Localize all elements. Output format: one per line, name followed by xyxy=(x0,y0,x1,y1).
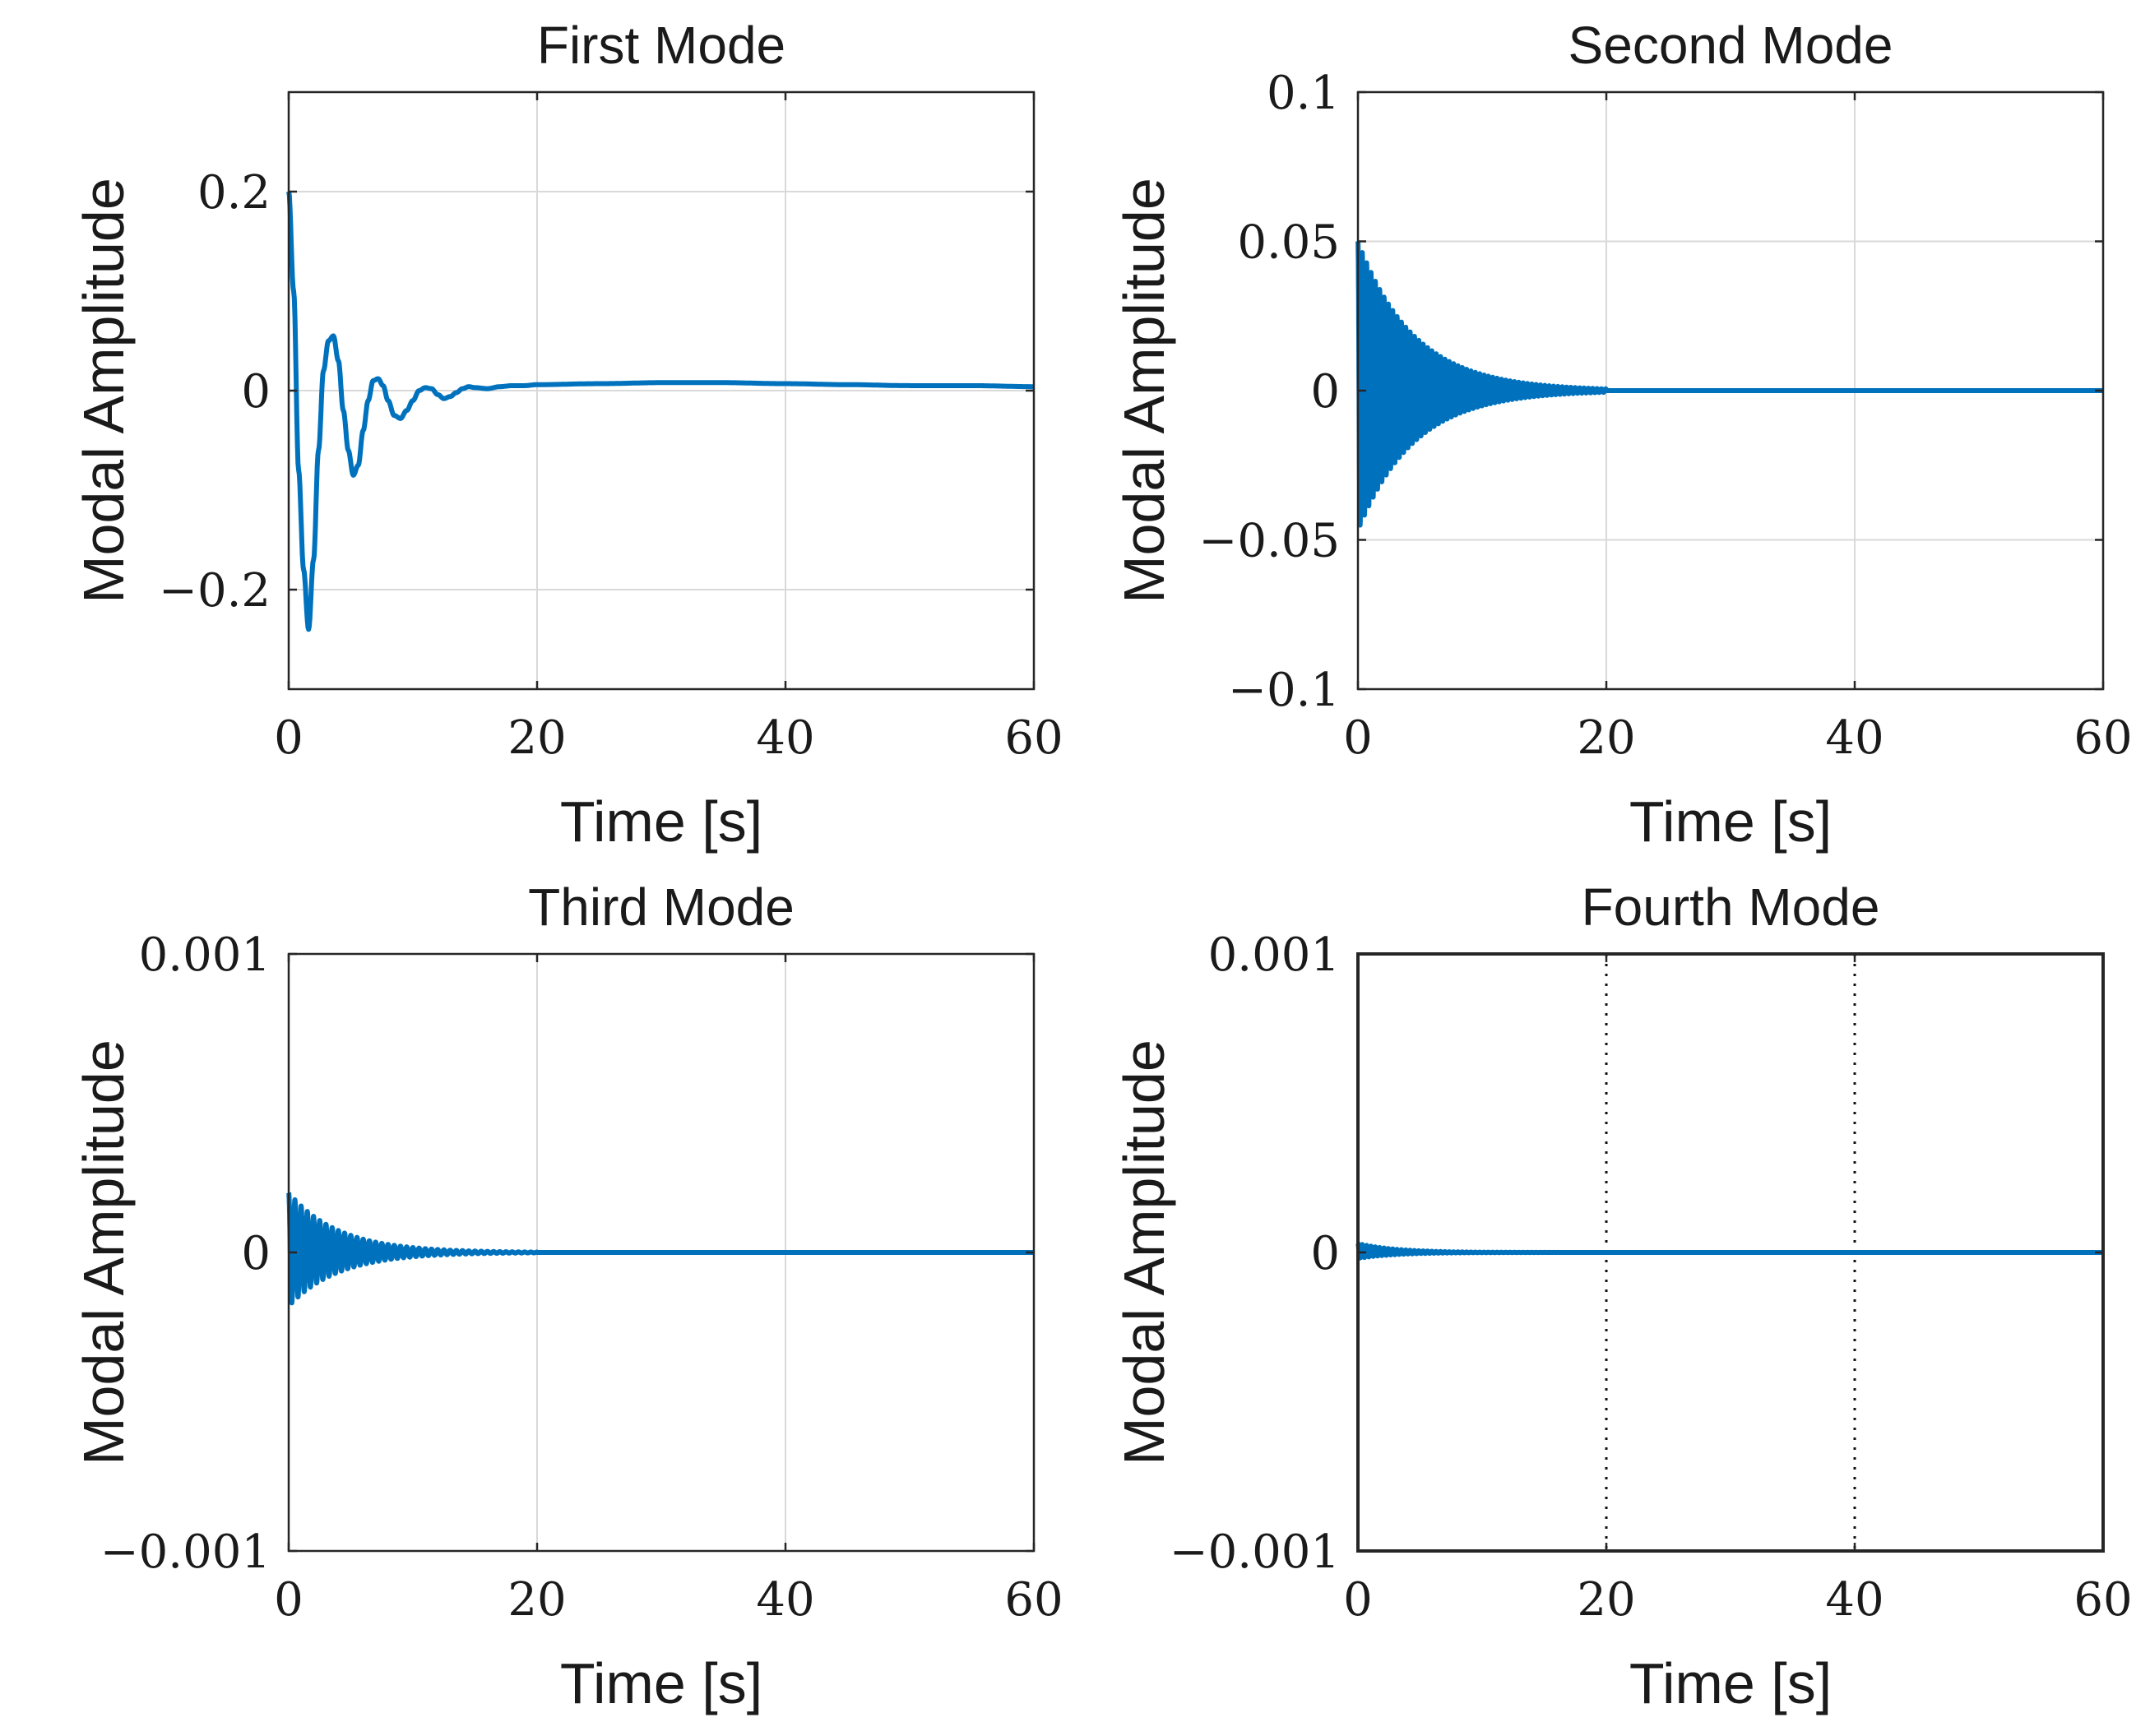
fourth-mode-x-tick-label: 60 xyxy=(2074,1573,2132,1627)
first-mode-y-tick-label: 0.2 xyxy=(197,166,271,220)
fourth-mode-series-line xyxy=(1358,1243,2103,1258)
third-mode-x-tick-label: 0 xyxy=(274,1573,304,1627)
second-mode-x-tick-label: 40 xyxy=(1825,711,1884,765)
second-mode-y-tick-label: −0.05 xyxy=(1198,515,1340,568)
first-mode-series-line xyxy=(289,192,1034,629)
fourth-mode-y-axis-label: Modal Amplitude xyxy=(1112,1039,1176,1465)
fourth-mode-x-tick-label: 20 xyxy=(1577,1573,1635,1627)
second-mode-y-axis-label: Modal Amplitude xyxy=(1112,178,1176,604)
fourth-mode-x-tick-label: 0 xyxy=(1343,1573,1373,1627)
first-mode-y-tick-label: −0.2 xyxy=(159,564,271,618)
first-mode-y-axis-label: Modal Amplitude xyxy=(72,178,136,604)
first-mode-chart: 0 20 40 60 −0.2 0 0.2 First Mode Time [s] Modal A… xyxy=(72,16,1063,854)
second-mode-x-axis-label: Time [s] xyxy=(1629,789,1832,854)
fourth-mode-y-tick-label: 0.001 xyxy=(1208,928,1340,982)
third-mode-x-tick-label: 40 xyxy=(756,1573,814,1627)
second-mode-y-tick-label: −0.1 xyxy=(1228,664,1340,717)
third-mode-series-line xyxy=(289,1192,1034,1303)
fourth-mode-y-tick-label: 0 xyxy=(1310,1227,1340,1280)
first-mode-y-tick-label: 0 xyxy=(241,365,271,419)
first-mode-x-tick-label: 40 xyxy=(756,711,814,765)
second-mode-series-line xyxy=(1358,242,2103,525)
second-mode-y-tick-label: 0 xyxy=(1310,365,1340,419)
fourth-mode-y-tick-label: −0.001 xyxy=(1170,1525,1340,1579)
third-mode-x-tick-label: 60 xyxy=(1004,1573,1063,1627)
second-mode-chart: 0 20 40 60 −0.1 −0.05 0 0.05 0.1 Second Mode Time … xyxy=(1112,16,2133,854)
third-mode-y-tick-label: −0.001 xyxy=(100,1525,271,1579)
first-mode-x-tick-label: 20 xyxy=(507,711,566,765)
fourth-mode-x-tick-label: 40 xyxy=(1825,1573,1884,1627)
fourth-mode-title: Fourth Mode xyxy=(1582,877,1880,937)
third-mode-x-tick-label: 20 xyxy=(507,1573,566,1627)
second-mode-title: Second Mode xyxy=(1568,16,1893,75)
second-mode-x-tick-label: 20 xyxy=(1577,711,1635,765)
second-mode-x-tick-label: 0 xyxy=(1343,711,1373,765)
third-mode-y-axis-label: Modal Amplitude xyxy=(72,1039,136,1465)
fourth-mode-x-axis-label: Time [s] xyxy=(1629,1651,1832,1715)
first-mode-x-tick-label: 0 xyxy=(274,711,304,765)
first-mode-title: First Mode xyxy=(537,16,785,75)
first-mode-x-tick-label: 60 xyxy=(1004,711,1063,765)
first-mode-x-axis-label: Time [s] xyxy=(560,789,762,854)
third-mode-y-tick-label: 0 xyxy=(241,1227,271,1280)
second-mode-y-tick-label: 0.05 xyxy=(1237,216,1340,270)
third-mode-y-tick-label: 0.001 xyxy=(139,928,271,982)
second-mode-y-tick-label: 0.1 xyxy=(1267,67,1340,120)
third-mode-x-axis-label: Time [s] xyxy=(560,1651,762,1715)
second-mode-x-tick-label: 60 xyxy=(2074,711,2132,765)
third-mode-title: Third Mode xyxy=(528,877,795,937)
